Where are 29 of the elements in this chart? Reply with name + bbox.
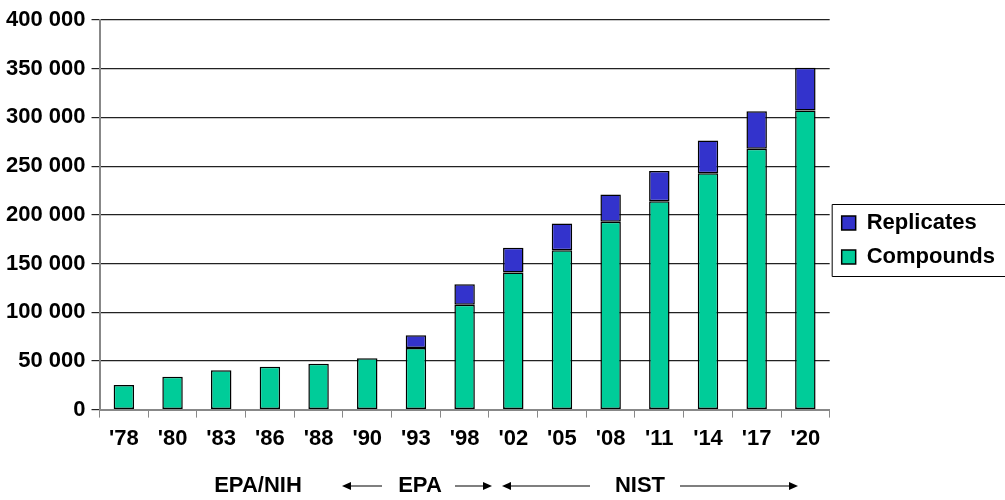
text: NIST xyxy=(613,472,667,498)
text: EPA/NIH xyxy=(213,472,303,498)
y-tick-label: 0 xyxy=(73,395,86,421)
x-tick-label: '14 xyxy=(693,424,724,450)
x-tick-label: '17 xyxy=(741,424,772,450)
y-tick-label: 400 000 xyxy=(5,6,86,32)
x-tick-label: '78 xyxy=(109,424,139,450)
x-tick-label: '90 xyxy=(352,424,383,450)
y-tick-label: 50 000 xyxy=(18,346,86,372)
legend-label: Compounds xyxy=(866,243,996,269)
x-tick-label: '11 xyxy=(645,424,674,450)
x-tick-label: '80 xyxy=(157,424,188,450)
y-tick-label: 250 000 xyxy=(5,152,86,178)
y-tick-label: 100 000 xyxy=(5,298,86,324)
x-tick-label: '20 xyxy=(790,424,821,450)
y-tick-label: 350 000 xyxy=(5,54,86,80)
y-tick-label: 150 000 xyxy=(5,249,86,275)
x-tick-label: '98 xyxy=(449,424,480,450)
text: EPA xyxy=(397,472,443,498)
x-tick-label: '93 xyxy=(401,424,431,450)
x-tick-label: '83 xyxy=(206,424,237,450)
y-tick-label: 200 000 xyxy=(5,200,86,226)
x-tick-label: '86 xyxy=(255,424,285,450)
y-tick-label: 300 000 xyxy=(5,103,86,129)
x-tick-label: '88 xyxy=(303,424,334,450)
x-tick-label: '02 xyxy=(498,424,529,450)
legend-label: Replicates xyxy=(866,209,977,235)
x-tick-label: '05 xyxy=(547,424,577,450)
x-tick-label: '08 xyxy=(595,424,626,450)
